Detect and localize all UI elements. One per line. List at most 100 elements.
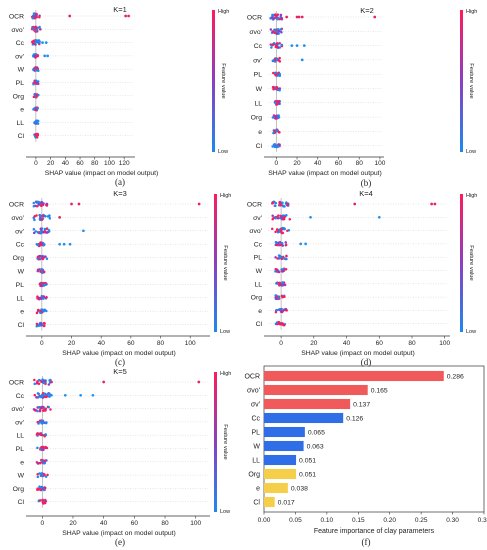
x-tick-label: 60 [131, 520, 139, 527]
shap-point [270, 46, 273, 49]
shap-point [37, 382, 41, 386]
shap-point [36, 54, 40, 57]
feature-label: e [20, 459, 24, 466]
category-label: Cc [251, 416, 260, 423]
importance-bar [264, 440, 304, 452]
category-label: e [256, 486, 260, 493]
shap-point [36, 231, 40, 234]
shap-point [274, 204, 277, 208]
shap-point [285, 214, 288, 217]
shap-point [39, 227, 43, 231]
feature-label: Cl [18, 322, 25, 329]
shap-point [39, 461, 42, 465]
shap-point [32, 228, 36, 231]
shap-point [274, 230, 277, 234]
feature-label: PL [16, 446, 25, 453]
shap-outlier [70, 202, 73, 206]
shap-point [42, 473, 46, 476]
shap-point [37, 202, 41, 206]
shap-point [40, 200, 43, 204]
shap-outlier [91, 393, 95, 397]
colorbar [460, 10, 463, 152]
colorbar-high-label: High [466, 9, 477, 15]
feature-label: OCR [247, 202, 262, 209]
feature-label: LL [254, 281, 262, 288]
shap-point [276, 270, 279, 273]
feature-label: e [20, 107, 24, 114]
panel-title: K=4 [359, 189, 373, 198]
x-tick-label: 60 [335, 160, 343, 167]
shap-point [281, 281, 285, 285]
value-label: 0.286 [447, 374, 464, 381]
importance-bar [264, 412, 344, 424]
shap-point [278, 307, 282, 311]
feature-label: PL [254, 255, 263, 262]
shap-point [279, 13, 283, 17]
shap-point [38, 213, 42, 217]
shap-point [48, 379, 51, 382]
shap-point [41, 498, 44, 502]
shap-point [40, 405, 43, 409]
shap-point [278, 56, 281, 60]
importance-bar [264, 370, 444, 382]
shap-point [42, 270, 46, 274]
x-tick-label: 0 [279, 340, 283, 347]
x-axis-label: SHAP value (impact on model output) [62, 350, 176, 357]
shap-outlier [79, 393, 82, 397]
shap-point [279, 255, 283, 259]
shap-point [40, 486, 43, 489]
shap-point [275, 45, 279, 49]
shap-point [34, 409, 37, 412]
feature-label: PL [16, 282, 25, 289]
x-axis-label: SHAP value (impact on model output) [268, 170, 382, 177]
shap-point [45, 309, 48, 313]
value-label: 0.051 [299, 458, 316, 465]
feature-label: LL [254, 100, 262, 107]
shap-point [276, 296, 280, 300]
shap-point [279, 310, 283, 314]
category-label: σv' [251, 402, 260, 409]
category-label: LL [252, 458, 260, 465]
panel-letter: (d) [361, 357, 372, 367]
feature-label: Cl [256, 321, 263, 328]
x-tick-label: 20 [310, 340, 318, 347]
shap-panel-2: K=2 OCR σvo' Cc σv' PL W LL Org e Cl 0 20 40 60 80 100 SH… [247, 6, 477, 188]
shap-outlier [197, 202, 201, 206]
x-tick-label: 60 [127, 340, 135, 347]
shap-outlier [286, 202, 289, 206]
shap-point [284, 268, 288, 271]
colorbar-title: Feature value [468, 245, 474, 280]
shap-point [278, 72, 282, 76]
shap-point [47, 229, 51, 232]
shap-point [41, 419, 44, 423]
shap-point [36, 297, 39, 300]
x-tick-label: 20 [47, 160, 55, 167]
shap-point [36, 133, 40, 136]
value-label: 0.137 [353, 402, 370, 409]
shap-point [35, 432, 39, 436]
shap-point [275, 129, 278, 132]
shap-outlier [58, 242, 62, 246]
x-tick-label: 0.00 [258, 517, 271, 524]
colorbar-high-label: High [220, 371, 231, 377]
shap-point [48, 392, 51, 395]
feature-label: Cc [16, 40, 25, 47]
shap-point [49, 408, 52, 411]
feature-label: Cl [18, 133, 25, 140]
feature-label: σvo' [11, 215, 24, 222]
shap-point [41, 214, 44, 218]
shap-point [37, 406, 41, 409]
shap-point [33, 215, 37, 218]
feature-label: Cc [254, 241, 263, 248]
shap-point [272, 43, 275, 46]
shap-point [45, 231, 49, 234]
shap-point [38, 282, 42, 286]
shap-point [40, 380, 43, 384]
shap-point [40, 445, 43, 449]
feature-label: e [20, 309, 24, 316]
importance-bar [264, 384, 368, 396]
colorbar-high-label: High [218, 9, 229, 15]
x-tick-label: 0.25 [415, 517, 428, 524]
colorbar-high-label: High [466, 193, 477, 199]
shap-point [45, 459, 48, 462]
